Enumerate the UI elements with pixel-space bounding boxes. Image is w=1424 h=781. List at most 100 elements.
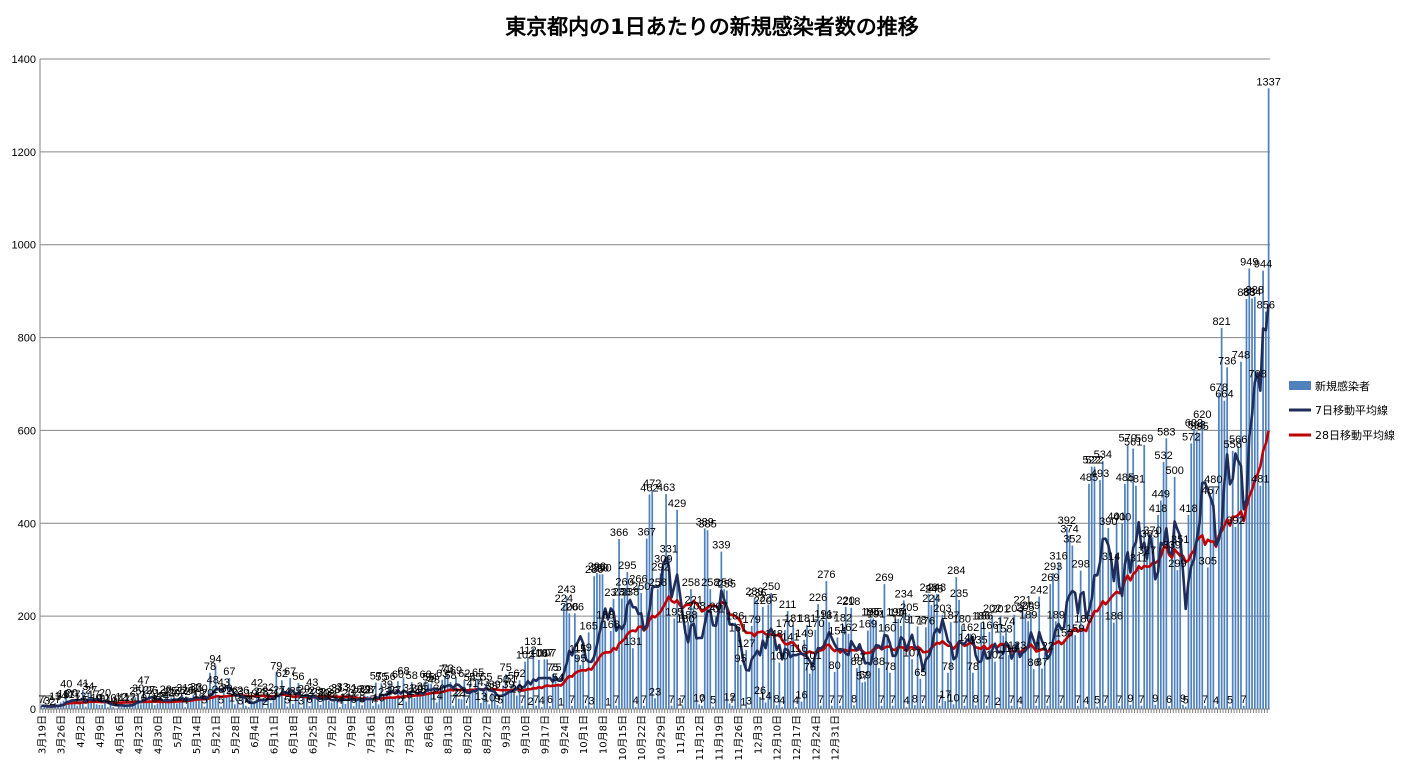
data-label: 23	[312, 686, 324, 698]
data-label: 18	[323, 689, 335, 701]
bar	[880, 705, 883, 709]
bar	[366, 696, 369, 709]
data-label: 11	[340, 692, 351, 704]
bar	[1159, 500, 1162, 709]
bar	[692, 606, 695, 709]
bar	[275, 672, 278, 709]
bar	[327, 700, 330, 709]
bar	[850, 607, 853, 709]
bar	[1137, 564, 1140, 709]
bar	[336, 694, 338, 709]
bar	[1038, 596, 1041, 709]
bar	[759, 696, 761, 709]
bar	[175, 703, 178, 709]
data-label: 221	[1013, 594, 1031, 606]
data-label: 159	[1066, 623, 1084, 635]
data-label: 243	[557, 584, 575, 596]
bar	[247, 707, 250, 709]
data-label: 3	[237, 696, 243, 708]
bar	[985, 705, 988, 709]
data-label: 5	[284, 695, 290, 707]
x-tick-label: 7月30日	[404, 715, 416, 754]
data-label: 7	[818, 694, 824, 706]
bar	[46, 707, 48, 709]
data-label: 194	[889, 607, 907, 619]
data-label: 31	[331, 683, 343, 695]
bar	[814, 630, 817, 709]
data-label: 50	[497, 674, 509, 686]
data-label: 88	[873, 656, 885, 668]
bar	[676, 509, 678, 709]
data-label: 26	[309, 685, 321, 697]
data-label: 169	[859, 619, 877, 631]
data-label: 75	[547, 662, 559, 674]
bar	[369, 696, 372, 709]
data-label: 186	[972, 611, 990, 623]
data-label: 28	[328, 684, 340, 696]
data-label: 4	[337, 695, 343, 707]
data-label: 12	[171, 691, 183, 703]
bar	[234, 704, 236, 709]
x-tick-label: 8月6日	[423, 715, 435, 748]
data-label: 106	[530, 648, 548, 660]
x-tick-label: 6月11日	[269, 715, 281, 754]
bar	[709, 589, 712, 709]
bar	[604, 621, 607, 709]
bar	[933, 595, 936, 709]
data-label: 131	[524, 636, 542, 648]
data-label: 63	[436, 668, 448, 680]
data-label: 87	[1036, 657, 1048, 669]
bar	[891, 705, 894, 709]
bar	[797, 655, 800, 709]
data-label: 7	[641, 694, 647, 706]
data-label: 2	[49, 696, 55, 708]
bar	[1218, 394, 1220, 709]
data-label: 23	[320, 686, 332, 698]
data-label: 17	[939, 689, 951, 701]
data-label: 26	[754, 685, 766, 697]
bar	[549, 706, 551, 709]
bar	[974, 705, 977, 709]
bar	[466, 705, 468, 709]
bar	[1002, 635, 1005, 709]
bar	[203, 706, 206, 709]
data-label: 351	[1171, 534, 1189, 546]
bar	[1021, 606, 1024, 709]
bar	[712, 706, 714, 709]
data-label: 17	[68, 689, 80, 701]
data-label: 493	[1091, 468, 1109, 480]
bar	[775, 705, 778, 709]
data-label: 245	[925, 583, 943, 595]
data-label: 95	[574, 653, 586, 665]
data-label: 295	[618, 560, 636, 572]
bar	[634, 707, 637, 709]
data-label: 67	[223, 666, 235, 678]
data-label: 7	[74, 694, 80, 706]
bar	[728, 703, 731, 709]
data-label: 180	[953, 613, 971, 625]
data-label: 258	[715, 577, 733, 589]
bar	[629, 598, 631, 709]
bar	[1030, 611, 1032, 709]
x-tick-label: 8月13日	[443, 715, 455, 754]
bar	[433, 686, 435, 709]
data-label: 28	[414, 684, 426, 696]
data-label: 39	[502, 679, 514, 691]
bar	[734, 622, 737, 709]
y-tick-label: 1400	[12, 54, 36, 66]
data-label: 314	[1102, 551, 1120, 563]
data-label: 165	[579, 620, 597, 632]
bar	[239, 707, 242, 709]
x-tick-label: 12月3日	[752, 715, 764, 754]
data-label: 462	[640, 483, 658, 495]
x-tick-label: 6月25日	[307, 715, 319, 754]
data-label: 7	[613, 694, 619, 706]
data-label: 162	[839, 622, 857, 634]
data-label: 221	[685, 594, 703, 606]
data-label: 31	[403, 683, 415, 695]
data-label: 76	[804, 662, 816, 674]
bar	[159, 700, 162, 709]
bar	[764, 702, 767, 709]
data-label: 18	[57, 689, 69, 701]
bar	[1129, 704, 1132, 709]
